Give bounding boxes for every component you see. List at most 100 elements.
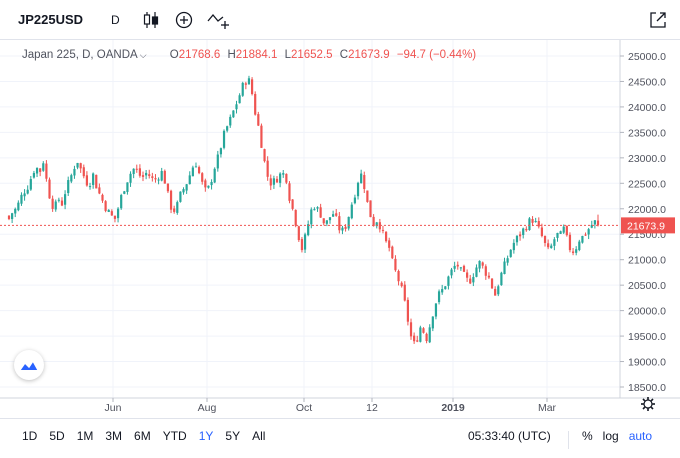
tradingview-logo-icon[interactable]	[14, 350, 44, 380]
candle-body	[571, 251, 575, 253]
candle-body	[288, 183, 291, 201]
candle-body	[135, 168, 138, 170]
candle-body	[503, 261, 506, 275]
candle-body	[547, 243, 550, 248]
candle-body	[266, 160, 269, 177]
candle-body	[525, 228, 528, 231]
utc-clock[interactable]: 05:33:40 (UTC)	[468, 429, 551, 443]
candle-body	[481, 262, 484, 266]
candle-body	[7, 215, 11, 220]
candle-body	[462, 265, 466, 272]
candle-body	[48, 179, 51, 199]
candle-body	[113, 215, 117, 219]
candle-body	[169, 190, 173, 210]
candle-body	[244, 83, 247, 85]
low-label: L	[284, 49, 291, 61]
candle-body	[145, 172, 148, 176]
candle-body	[466, 272, 469, 278]
legend-title[interactable]: Japan 225, D, OANDA	[22, 49, 138, 61]
candle-body	[254, 93, 257, 115]
last-price-tag: 21673.9	[621, 217, 675, 234]
candle-body	[88, 186, 92, 188]
price-tick-label: 25000.0	[628, 51, 666, 63]
candle-body	[57, 199, 60, 201]
range-6m-button[interactable]: 6M	[134, 429, 151, 443]
candle-body	[384, 231, 388, 242]
fullscreen-icon[interactable]	[647, 9, 669, 31]
candle-body	[469, 278, 472, 284]
candle-body	[509, 249, 512, 257]
range-all-button[interactable]: All	[252, 429, 266, 443]
candle-body	[596, 220, 600, 226]
interval-button[interactable]: D	[111, 13, 120, 27]
candle-body	[422, 328, 425, 333]
candle-body	[226, 126, 229, 131]
candle-body	[229, 116, 232, 126]
legend-chevron-icon[interactable]: ⌵	[139, 50, 147, 60]
price-tick-label: 20000.0	[628, 306, 666, 318]
candle-body	[310, 209, 313, 225]
chart-legend: Japan 225, D, OANDA ⌵ O21768.6 H21884.1 L…	[22, 49, 480, 61]
candle-body	[565, 225, 568, 236]
range-5d-button[interactable]: 5D	[49, 429, 65, 443]
range-1m-button[interactable]: 1M	[76, 429, 94, 443]
candle-body	[216, 154, 219, 169]
percent-scale-button[interactable]: %	[582, 429, 593, 443]
candle-body	[63, 194, 67, 205]
add-compare-icon[interactable]	[173, 9, 195, 31]
candle-body	[29, 179, 32, 190]
chart-pane[interactable]: 25000.0 24500.0 24000.0 23500.0 23000.0 22500…	[0, 40, 680, 418]
candle-body	[138, 168, 141, 176]
price-tick-label: 24500.0	[628, 76, 666, 88]
candle-body	[400, 282, 403, 287]
range-1d-button[interactable]: 1D	[22, 429, 38, 443]
indicators-icon[interactable]	[206, 9, 229, 31]
range-5y-button[interactable]: 5Y	[225, 429, 241, 443]
candle-body	[363, 175, 366, 190]
log-scale-button[interactable]: log	[602, 429, 619, 443]
candle-body	[347, 216, 350, 229]
candle-body	[179, 191, 182, 202]
symbol-search-button[interactable]: JP225USD	[18, 12, 84, 27]
candle-body	[575, 249, 578, 253]
price-tick-label: 24000.0	[628, 102, 666, 114]
range-1y-button[interactable]: 1Y	[198, 429, 214, 443]
candle-body	[328, 217, 332, 221]
auto-scale-button[interactable]: auto	[628, 429, 653, 443]
candle-body	[416, 340, 419, 342]
last-price-tag-bg	[621, 217, 675, 234]
price-tick-label: 23500.0	[628, 127, 666, 139]
price-tick-label: 19500.0	[628, 331, 666, 343]
price-tick-label: 23000.0	[628, 153, 666, 165]
candle-body	[51, 198, 54, 209]
candle-body	[60, 200, 64, 206]
candle-body	[406, 299, 409, 322]
candle-body	[356, 182, 360, 197]
change-value: −94.7 (−0.44%)	[396, 49, 477, 61]
candle-body	[518, 234, 522, 237]
candle-body	[388, 240, 391, 248]
candle-body	[540, 227, 544, 237]
candle-body	[372, 216, 375, 227]
candle-body	[590, 224, 593, 228]
candle-body	[163, 170, 166, 184]
range-ytd-button[interactable]: YTD	[162, 429, 187, 443]
range-3m-button[interactable]: 3M	[105, 429, 123, 443]
candle-body	[441, 289, 444, 293]
candle-body	[123, 191, 126, 194]
close-label: C	[339, 49, 349, 61]
candle-body	[160, 171, 163, 181]
candle-body	[141, 175, 145, 177]
candle-body	[409, 322, 413, 337]
candle-body	[176, 202, 179, 213]
candles-icon[interactable]	[140, 9, 162, 31]
candle-body	[67, 180, 70, 194]
candle-body	[257, 114, 260, 126]
candle-body	[285, 173, 288, 183]
candle-body	[543, 235, 547, 243]
candle-body	[335, 213, 338, 216]
candle-body	[556, 232, 559, 238]
candle-body	[191, 167, 194, 177]
scale-buttons: % log auto	[582, 429, 662, 443]
candle-body	[82, 167, 85, 177]
